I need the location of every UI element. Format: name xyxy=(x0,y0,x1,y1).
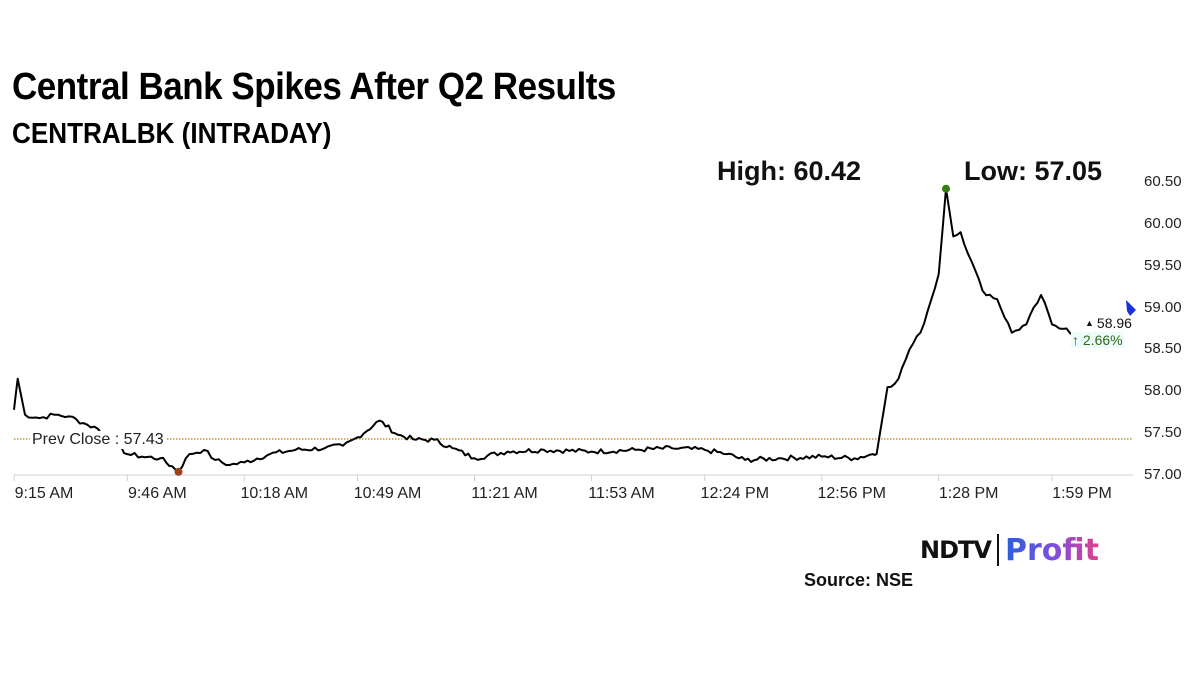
logo-ndtv: NDTV xyxy=(920,536,992,564)
y-tick-label: 58.00 xyxy=(1144,382,1182,400)
high-stat: High: 60.42 xyxy=(717,156,862,186)
y-tick-label: 60.00 xyxy=(1144,214,1182,232)
low-marker xyxy=(174,467,183,476)
x-axis xyxy=(13,474,1133,481)
y-tick-label: 58.50 xyxy=(1144,340,1182,358)
logo-profit: Profit xyxy=(1004,532,1099,568)
y-tick-label: 57.50 xyxy=(1144,424,1182,442)
x-tick-label: 1:59 PM xyxy=(1052,485,1112,502)
source-label: Source: NSE xyxy=(804,570,914,590)
x-tick-label: 9:15 AM xyxy=(14,485,74,502)
last-price-value: 58.96 xyxy=(1096,315,1132,331)
price-line xyxy=(13,187,1093,472)
logo-divider xyxy=(996,534,999,566)
high-marker xyxy=(942,184,951,193)
change-percent-label: ↑ 2.66% xyxy=(1071,332,1124,348)
x-tick-label: 1:28 PM xyxy=(938,485,999,502)
y-tick-label: 59.00 xyxy=(1144,298,1182,316)
ndtv-profit-logo: NDTV Profit xyxy=(920,532,1099,568)
y-tick-label: 57.00 xyxy=(1144,466,1182,483)
x-tick-label: 10:49 AM xyxy=(353,485,422,502)
x-tick-label: 10:18 AM xyxy=(240,485,309,502)
x-tick-label: 12:56 PM xyxy=(817,485,886,502)
x-tick-label: 12:24 PM xyxy=(700,485,770,502)
x-tick-label: 11:53 AM xyxy=(588,485,655,502)
prev-close-label: Prev Close : 57.43 xyxy=(30,431,166,449)
x-tick-label: 9:46 AM xyxy=(127,485,187,502)
low-stat: Low: 57.05 xyxy=(964,156,1103,186)
last-price-label: ▲ 58.96 xyxy=(1085,315,1132,331)
chart-title: Central Bank Spikes After Q2 Results xyxy=(12,66,616,108)
chart-subtitle: CENTRALBK (INTRADAY) xyxy=(12,118,332,150)
up-triangle-icon: ▲ xyxy=(1085,318,1094,328)
x-tick-label: 11:21 AM xyxy=(471,485,538,502)
last-price-marker-icon xyxy=(1126,300,1136,316)
y-tick-label: 59.50 xyxy=(1144,256,1182,274)
y-tick-label: 60.50 xyxy=(1144,173,1182,190)
